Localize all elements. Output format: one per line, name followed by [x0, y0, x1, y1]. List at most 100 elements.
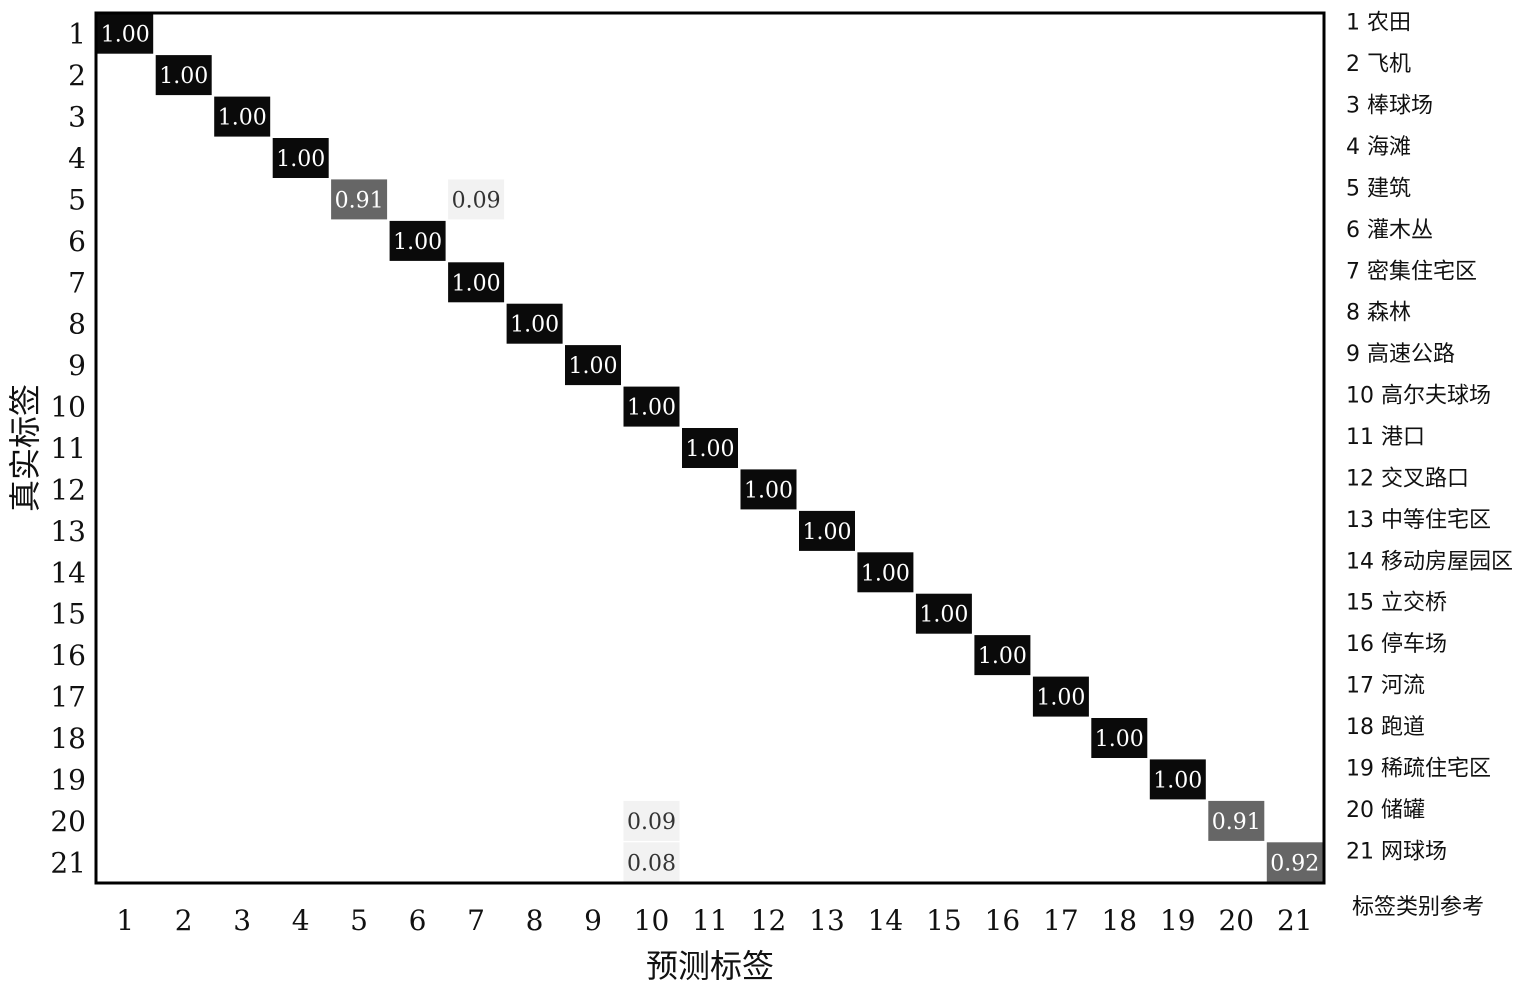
heatmap-cell: 1.00 — [740, 469, 797, 510]
heatmap-cell-label: 1.00 — [510, 313, 559, 338]
heatmap-cell-rect — [974, 635, 1031, 676]
heatmap-cell: 1.00 — [1149, 759, 1206, 800]
x-tick-label: 10 — [634, 904, 670, 937]
heatmap-cell-rect — [857, 552, 914, 593]
heatmap-cell-rect — [97, 13, 154, 54]
heatmap-cell-rect — [1266, 842, 1323, 883]
heatmap-cell-rect — [740, 469, 797, 510]
y-tick-label: 18 — [50, 722, 86, 755]
y-tick-label: 11 — [50, 432, 86, 465]
x-tick-label: 4 — [292, 904, 310, 937]
legend-entry: 9 高速公路 — [1346, 342, 1455, 367]
heatmap-cell: 1.00 — [799, 510, 855, 551]
legend-entry: 18 跑道 — [1346, 715, 1425, 740]
heatmap-cell-label: 1.00 — [919, 603, 968, 628]
heatmap-cell: 1.00 — [857, 552, 914, 593]
x-tick-label: 12 — [751, 904, 787, 937]
legend-entry: 3 棒球场 — [1346, 94, 1433, 119]
heatmap-cell-rect — [272, 138, 329, 178]
x-tick-label: 11 — [692, 904, 728, 937]
x-tick-label: 16 — [985, 904, 1021, 937]
heatmap-cell-rect — [623, 842, 680, 883]
x-tick-label: 19 — [1160, 904, 1196, 937]
heatmap-cell-label: 0.92 — [1270, 851, 1319, 876]
legend-entry: 14 移动房屋园区 — [1346, 549, 1513, 574]
heatmap-cell: 1.00 — [1032, 676, 1089, 717]
y-tick-label: 14 — [50, 556, 86, 589]
heatmap-cell: 0.09 — [623, 800, 680, 841]
heatmap-cell-rect — [623, 386, 680, 427]
heatmap-cell-rect — [331, 179, 388, 220]
x-tick-label: 2 — [175, 904, 193, 937]
heatmap-cell-label: 1.00 — [978, 644, 1027, 669]
legend-entry: 1 农田 — [1346, 11, 1411, 36]
heatmap-cell-label: 1.00 — [101, 23, 150, 48]
y-tick-label: 12 — [50, 473, 86, 506]
heatmap-cell-rect — [1208, 800, 1265, 841]
legend-title: 标签类别参考 — [1352, 895, 1484, 920]
x-tick-label: 20 — [1218, 904, 1254, 937]
heatmap-cell-label: 1.00 — [861, 561, 910, 586]
heatmap-cell-label: 0.91 — [1212, 810, 1261, 835]
legend-entry: 15 立交桥 — [1346, 591, 1447, 616]
heatmap-cell-label: 1.00 — [686, 437, 735, 462]
heatmap-cell-label: 1.00 — [744, 478, 793, 503]
heatmap-cell-rect — [623, 800, 680, 841]
heatmap-cell: 1.00 — [915, 593, 972, 634]
legend-entry: 16 停车场 — [1346, 632, 1447, 657]
legend-entry: 13 中等住宅区 — [1346, 508, 1491, 533]
category-legend: 1 农田 2 飞机 3 棒球场 4 海滩 5 建筑 6 灌木丛 7 密集住宅区 8 森林 9 高… — [1346, 11, 1513, 865]
heatmap-cell-label: 1.00 — [393, 230, 442, 255]
heatmap-cell: 0.08 — [623, 842, 680, 883]
heatmap-cell-rect — [682, 428, 738, 468]
heatmap-cell-label: 0.91 — [335, 188, 384, 213]
heatmap-cell-label: 1.00 — [276, 147, 325, 172]
heatmap-cell-rect — [214, 96, 271, 137]
heatmap-cell-label: 1.00 — [1095, 727, 1144, 752]
heatmap-cell: 1.00 — [155, 55, 212, 96]
heatmap-cell: 1.00 — [974, 635, 1031, 676]
x-tick-label: 8 — [526, 904, 544, 937]
y-tick-label: 15 — [50, 598, 86, 631]
heatmap-cell-label: 0.09 — [627, 810, 676, 835]
legend-entry: 21 网球场 — [1346, 839, 1447, 864]
heatmap-cell: 1.00 — [448, 262, 505, 303]
legend-entry: 4 海滩 — [1346, 135, 1411, 160]
y-tick-label: 19 — [50, 763, 86, 796]
x-tick-label: 1 — [116, 904, 134, 937]
x-axis-ticks: 1 2 3 4 5 6 7 8 9 10 11 12 13 14 15 16 17 18 19 20 21 — [116, 904, 1312, 937]
heatmap-cell-label: 0.09 — [452, 188, 501, 213]
x-axis-label: 预测标签 — [646, 947, 774, 985]
heatmap-cell-label: 1.00 — [1153, 768, 1202, 793]
heatmap-cell-rect — [1149, 759, 1206, 800]
x-tick-label: 15 — [926, 904, 962, 937]
x-tick-label: 6 — [409, 904, 427, 937]
heatmap-cell-rect — [448, 262, 505, 303]
y-tick-label: 8 — [68, 308, 86, 341]
x-tick-label: 5 — [350, 904, 368, 937]
heatmap-cell-label: 1.00 — [569, 354, 618, 379]
heatmap-cell-rect — [506, 303, 563, 344]
heatmap-cell-rect — [448, 179, 505, 220]
heatmap-cell-rect — [1032, 676, 1089, 717]
x-tick-label: 21 — [1277, 904, 1313, 937]
heatmap-cell: 1.00 — [1091, 718, 1148, 758]
heatmap-cell: 1.00 — [97, 13, 154, 54]
heatmap-cell: 1.00 — [565, 345, 621, 386]
x-tick-label: 9 — [584, 904, 602, 937]
legend-entry: 2 飞机 — [1346, 52, 1411, 77]
heatmap-cell-label: 1.00 — [452, 271, 501, 296]
heatmap-cell: 1.00 — [623, 386, 680, 427]
y-tick-label: 9 — [68, 349, 86, 382]
y-tick-label: 10 — [50, 391, 86, 424]
y-tick-label: 16 — [50, 639, 86, 672]
heatmap-cell-label: 1.00 — [159, 64, 208, 89]
y-tick-label: 20 — [50, 805, 86, 838]
heatmap-cell-label: 1.00 — [218, 106, 267, 131]
x-tick-label: 14 — [868, 904, 904, 937]
y-tick-label: 5 — [68, 183, 86, 216]
heatmap-cell: 0.09 — [448, 179, 505, 220]
heatmap-cell-rect — [1091, 718, 1148, 758]
